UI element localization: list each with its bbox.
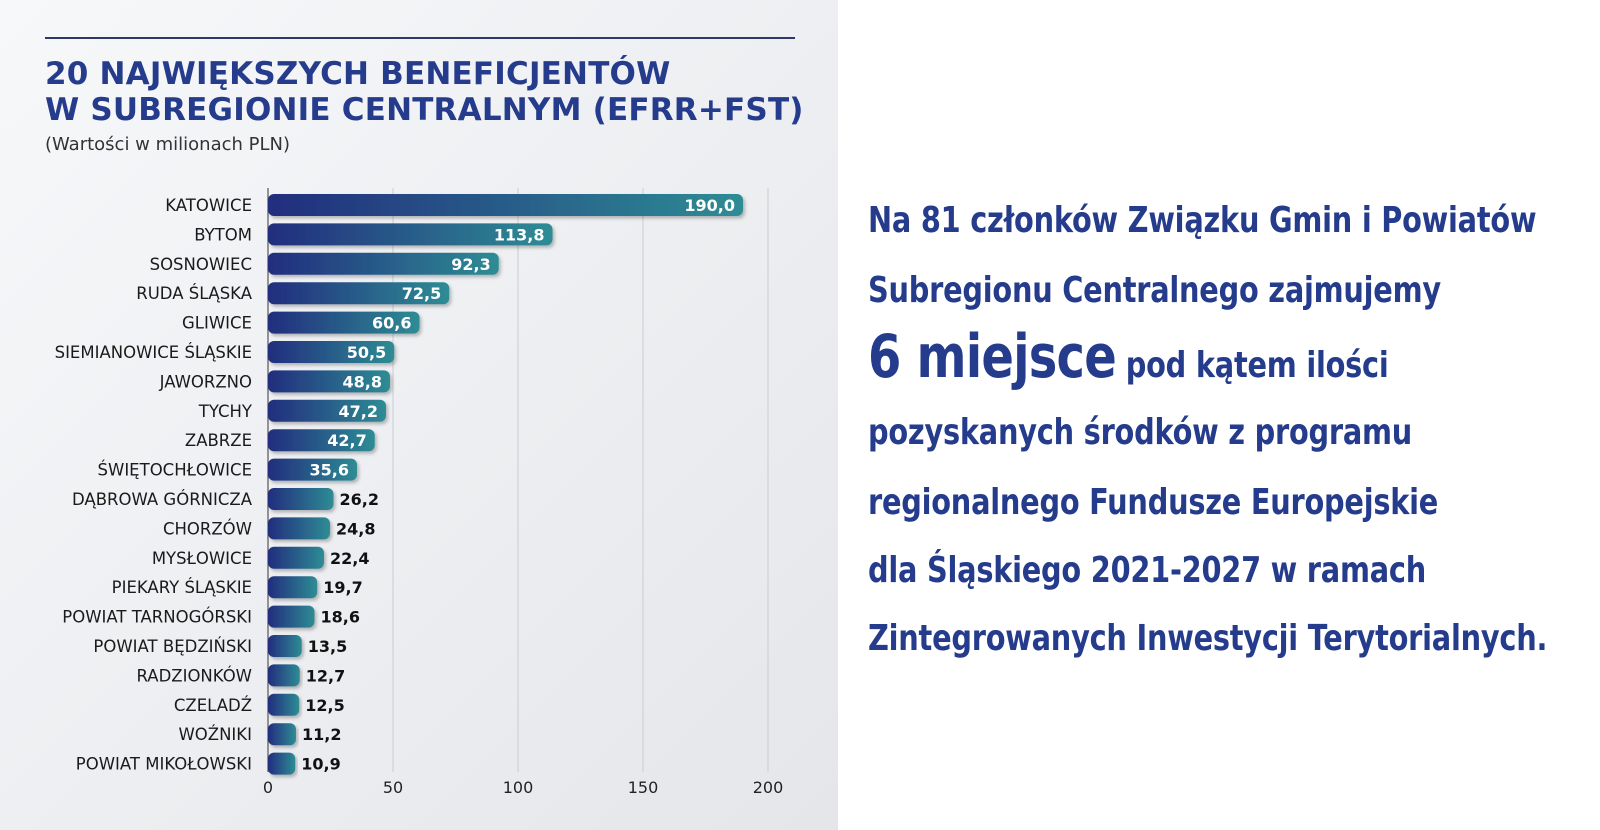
- category-label: TYCHY: [198, 402, 253, 421]
- value-label: 26,2: [340, 490, 379, 509]
- value-label: 50,5: [347, 343, 386, 362]
- labels: 0 50 100 150 200 KATOWICE 190,0 BYTOM 113,8 SOSNO…: [55, 196, 784, 797]
- description-line-1: Na 81 członków Związku Gmin i Powiatów: [868, 200, 1537, 241]
- x-tick-label: 150: [628, 778, 659, 797]
- chart-title-line-2: W SUBREGIONIE CENTRALNYM (EFRR+FST): [45, 92, 804, 128]
- category-label: ZABRZE: [185, 431, 252, 450]
- value-label: 12,7: [306, 666, 345, 685]
- rank-highlight: 6 miejsce: [868, 322, 1117, 392]
- bar: [268, 576, 318, 599]
- category-label: RADZIONKÓW: [136, 666, 252, 685]
- category-label: BYTOM: [194, 225, 252, 244]
- value-label: 11,2: [302, 725, 341, 744]
- value-label: 48,8: [343, 372, 382, 391]
- bar: [268, 458, 357, 481]
- chart-title-line-1: 20 NAJWIĘKSZYCH BENEFICJENTÓW: [45, 56, 671, 92]
- description-line-7: Zintegrowanych Inwestycji Terytorialnych…: [868, 618, 1548, 659]
- bar-chart: 0 50 100 150 200 KATOWICE 190,0 BYTOM 113,8 SOSNO…: [55, 188, 784, 797]
- value-label: 12,5: [305, 696, 344, 715]
- category-label: GLIWICE: [182, 314, 252, 333]
- category-label: KATOWICE: [165, 196, 252, 215]
- description-line-3-rest: pod kątem ilości: [1115, 345, 1389, 386]
- category-label: CHORZÓW: [163, 519, 252, 538]
- value-label: 42,7: [327, 431, 366, 450]
- bar: [268, 429, 375, 452]
- category-label: MYSŁOWICE: [152, 549, 252, 568]
- bar: [268, 311, 420, 334]
- description-panel: Na 81 członków Związku Gmin i Powiatów S…: [838, 0, 1600, 830]
- bar: [268, 723, 296, 746]
- chart-subtitle: (Wartości w milionach PLN): [45, 134, 290, 155]
- bar: [268, 194, 743, 216]
- bar: [268, 517, 330, 540]
- x-tick-label: 0: [263, 778, 273, 797]
- bar: [268, 341, 395, 363]
- bar: [268, 252, 499, 275]
- value-label: 10,9: [301, 755, 340, 774]
- value-label: 47,2: [339, 402, 378, 421]
- category-label: SIEMIANOWICE ŚLĄSKIE: [55, 343, 252, 362]
- bar: [268, 223, 553, 246]
- value-label: 72,5: [402, 284, 441, 303]
- description-line-5: regionalnego Fundusze Europejskie: [868, 482, 1439, 523]
- value-label: 60,6: [372, 314, 411, 333]
- x-tick-label: 100: [503, 778, 534, 797]
- bar: [268, 693, 300, 716]
- bar: [268, 546, 324, 569]
- value-label: 92,3: [451, 255, 490, 274]
- description-line-3: 6 miejsce pod kątem ilości: [868, 322, 1389, 392]
- value-label: 35,6: [310, 461, 349, 480]
- bar: [268, 605, 315, 628]
- value-label: 190,0: [684, 196, 735, 215]
- value-label: 22,4: [330, 549, 369, 568]
- top-divider: [45, 37, 795, 39]
- value-label: 13,5: [308, 637, 347, 656]
- bar: [268, 399, 386, 422]
- description-line-2: Subregionu Centralnego zajmujemy: [868, 270, 1441, 311]
- category-label: WOŹNIKI: [178, 725, 252, 744]
- chart-panel: 20 NAJWIĘKSZYCH BENEFICJENTÓW W SUBREGIO…: [0, 0, 838, 830]
- bar: [268, 635, 302, 657]
- category-label: JAWORZNO: [159, 372, 252, 391]
- x-tick-label: 200: [753, 778, 784, 797]
- category-label: ŚWIĘTOCHŁOWICE: [98, 461, 252, 480]
- bar: [268, 370, 390, 393]
- value-label: 113,8: [494, 225, 545, 244]
- description-line-4: pozyskanych środków z programu: [868, 412, 1413, 453]
- category-label: PIEKARY ŚLĄSKIE: [112, 578, 252, 597]
- category-label: SOSNOWIEC: [150, 255, 252, 274]
- bar: [268, 282, 450, 305]
- x-tick-label: 50: [383, 778, 403, 797]
- value-label: 18,6: [321, 608, 360, 627]
- bar: [268, 488, 334, 510]
- category-label: CZELADŹ: [174, 696, 252, 715]
- bar: [268, 752, 296, 775]
- value-label: 24,8: [336, 519, 375, 538]
- category-label: DĄBROWA GÓRNICZA: [72, 490, 253, 509]
- bars: [268, 194, 743, 775]
- bar: [268, 664, 300, 687]
- category-label: RUDA ŚLĄSKA: [136, 284, 252, 303]
- category-label: POWIAT BĘDZIŃSKI: [93, 637, 252, 656]
- value-label: 19,7: [323, 578, 362, 597]
- description-line-6: dla Śląskiego 2021-2027 w ramach: [868, 550, 1427, 591]
- category-label: POWIAT MIKOŁOWSKI: [76, 755, 252, 774]
- category-label: POWIAT TARNOGÓRSKI: [62, 608, 252, 627]
